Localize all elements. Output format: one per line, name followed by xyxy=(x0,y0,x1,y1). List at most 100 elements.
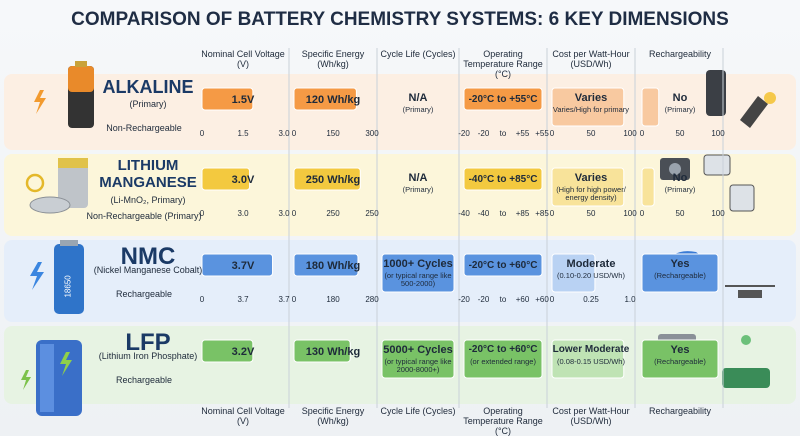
tick-label: 3.0 xyxy=(278,129,290,138)
cell-note: (0.10-0.20 USD/Wh) xyxy=(557,271,625,280)
tick-label: 1.0 xyxy=(624,295,636,304)
chemistry-name: LFP xyxy=(125,329,171,356)
tick-label: 0 xyxy=(549,129,555,138)
tick-label: -40 xyxy=(477,209,490,218)
cell-note: (Primary) xyxy=(402,185,434,194)
tick-label: 0 xyxy=(291,209,297,218)
tick-label: 0 xyxy=(199,129,205,138)
tick-label: 50 xyxy=(675,209,685,218)
cell-value: Varies xyxy=(574,92,608,104)
footer-header: Cycle Life (Cycles) xyxy=(380,406,456,416)
cell-value: 250 Wh/kg xyxy=(305,174,361,186)
tick-label: 50 xyxy=(586,129,596,138)
tick-label: 100 xyxy=(623,129,637,138)
tick-label: -20 xyxy=(458,295,470,304)
tick-label: +55 xyxy=(515,129,530,138)
value-bar xyxy=(293,253,359,277)
tick-label: 0 xyxy=(291,295,297,304)
tick-label: 250 xyxy=(326,209,340,218)
lfp-icon xyxy=(21,340,82,416)
rechargeability-status: Non-Rechargeable (Primary) xyxy=(86,211,202,221)
tick-label: -20 xyxy=(458,129,470,138)
cell-value: Lower Moderate xyxy=(552,344,630,355)
cell-value: Varies xyxy=(574,172,608,184)
value-bar xyxy=(463,339,543,379)
alkaline-icon xyxy=(34,61,94,128)
tick-label: +85 xyxy=(535,209,549,218)
chemistry-subtitle: (Li-MnO₂, Primary) xyxy=(110,195,186,205)
tick-label: 50 xyxy=(675,129,685,138)
tick-label: 250 xyxy=(365,209,379,218)
cell-note: (Rechargeable) xyxy=(654,271,706,280)
column-header: Rechargeability xyxy=(648,49,712,59)
tick-label: 0 xyxy=(199,295,205,304)
value-bar xyxy=(293,167,361,191)
cell-value: 130 Wh/kg xyxy=(305,346,361,358)
tick-label: 3.0 xyxy=(237,209,249,218)
footer-header: Cost per Watt-Hour (USD/Wh) xyxy=(552,406,630,426)
cell-value: Yes xyxy=(670,344,690,356)
cell-value: -20°C to +60°C xyxy=(468,260,538,271)
cell-note: (Rechargeable) xyxy=(654,357,706,366)
value-bar xyxy=(551,253,596,293)
value-bar xyxy=(201,339,254,363)
chemistry-name: LITHIUM MANGANESE xyxy=(99,157,197,191)
cell-value: 1.5V xyxy=(231,94,255,106)
chemistry-subtitle: (Nickel Manganese Cobalt) xyxy=(93,265,203,275)
column-header: Specific Energy (Wh/kg) xyxy=(301,49,365,69)
cell-value: No xyxy=(672,92,688,104)
rechargeability-status: Rechargeable xyxy=(115,289,173,299)
tick-label: +60 xyxy=(535,295,549,304)
cell-value: -40°C to +85°C xyxy=(468,174,538,185)
cell-value: Moderate xyxy=(566,258,616,270)
chemistry-name: NMC xyxy=(120,243,176,270)
cell-note: Varies/High for primary xyxy=(552,105,630,114)
value-bar xyxy=(293,339,351,363)
value-bar xyxy=(463,167,543,191)
value-bar xyxy=(201,167,251,191)
tick-label: +85 xyxy=(515,209,530,218)
cell-value: -20°C to +60°C xyxy=(468,344,538,355)
value-bar xyxy=(641,253,719,293)
cell-note: (Primary) xyxy=(402,105,434,114)
tick-label: 100 xyxy=(711,129,725,138)
footer-header: Operating Temperature Range (°C) xyxy=(463,406,543,436)
value-bar xyxy=(381,253,455,293)
cell-value: 3.7V xyxy=(231,260,255,272)
value-bar xyxy=(551,87,625,127)
cell-note: (0.08-0.15 USD/Wh) xyxy=(557,357,625,366)
tick-label: 150 xyxy=(326,129,340,138)
nmc-icon xyxy=(30,240,84,314)
tick-label: +55 xyxy=(535,129,549,138)
cell-value: 5000+ Cycles xyxy=(383,344,453,356)
tick-label: to xyxy=(499,295,507,304)
value-bar xyxy=(381,339,455,379)
value-bar xyxy=(293,87,357,111)
tick-label: 180 xyxy=(326,295,340,304)
cell-note: (or typical range like 2000-8000+) xyxy=(384,357,452,375)
lithium-icon xyxy=(25,158,88,214)
tick-label: 0 xyxy=(639,209,645,218)
cell-value: N/A xyxy=(408,92,428,104)
value-bar xyxy=(201,87,254,111)
chemistry-subtitle: (Lithium Iron Phosphate) xyxy=(98,351,198,361)
battery-label: 18650 xyxy=(63,275,73,298)
tick-label: 0 xyxy=(639,129,645,138)
tick-label: 300 xyxy=(365,129,379,138)
tick-label: 1.5 xyxy=(237,129,249,138)
tick-label: 0 xyxy=(549,295,555,304)
rechargeability-status: Rechargeable xyxy=(115,375,173,385)
cell-value: 3.2V xyxy=(231,346,255,358)
column-header: Operating Temperature Range (°C) xyxy=(463,49,543,79)
tick-label: 3.0 xyxy=(278,209,290,218)
column-header: Cost per Watt-Hour (USD/Wh) xyxy=(552,49,630,69)
cell-note: (or typical range like 500-2000) xyxy=(384,271,452,289)
tick-label: 0 xyxy=(549,209,555,218)
tick-label: 0 xyxy=(291,129,297,138)
tick-label: 50 xyxy=(586,209,596,218)
tick-label: 100 xyxy=(711,209,725,218)
column-header: Nominal Cell Voltage (V) xyxy=(201,49,285,69)
value-bar xyxy=(201,253,274,277)
cell-value: Yes xyxy=(670,258,690,270)
